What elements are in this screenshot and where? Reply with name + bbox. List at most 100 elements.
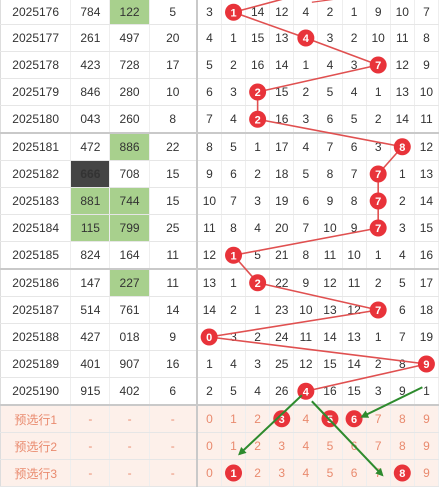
preselect-digit-8[interactable]: 8 [390,404,415,433]
miss-cell-4: 8 [293,241,319,270]
ball-label: 9 [423,359,429,371]
test-number-cell: 227 [109,268,150,297]
miss-cell-6: 4 [342,78,367,106]
ball-label: 2 [255,278,261,290]
ball-label: 8 [399,468,405,480]
miss-cell-8: 7 [390,323,415,351]
prize-cell: 427 [70,323,111,351]
hit-ball: 1 [225,246,243,264]
miss-cell-0: 8 [195,132,222,161]
miss-cell-0: 1 [195,350,222,378]
trend-segment [209,336,427,365]
test-number-cell: 907 [109,350,150,378]
miss-cell-9: 11 [414,105,439,134]
miss-cell-4: 1 [293,51,319,79]
hit-ball: 7 [369,301,387,319]
table-row: 2025181 472 886 22 8 5 1 17 4 7 6 3 12 [0,132,439,161]
preselect-ball: 3 [273,410,291,428]
miss-cell-6: 2 [342,24,367,52]
test-number-cell: 280 [109,78,150,106]
preselect-digit-9[interactable]: 9 [414,432,439,460]
miss-cell-8: 3 [390,214,415,242]
preselect-digit-4[interactable]: 4 [293,459,319,487]
preselect-label: 预选行1 [0,404,72,433]
miss-cell-5: 8 [317,160,343,188]
miss-cell-5: 10 [317,214,343,242]
preselect-digit-0[interactable]: 0 [195,432,222,460]
miss-cell-9: 17 [414,268,439,297]
miss-cell-4: 12 [293,350,319,378]
hit-ball: 7 [369,219,387,237]
miss-cell-5: 3 [317,24,343,52]
trend-segment [209,309,379,338]
sum-cell: 22 [149,132,198,161]
preselect-digit-8[interactable]: 8 [390,432,415,460]
table-row: 2025176 784 122 5 3 14 12 4 2 1 9 10 7 [0,0,439,25]
ball-circle [249,83,267,101]
preselect-digit-9[interactable]: 9 [414,404,439,433]
preselect-digit-1[interactable]: 1 [221,404,247,433]
test-number-cell: 799 [109,214,150,242]
preselect-digit-5[interactable]: 5 [317,432,343,460]
preselect-digit-7[interactable]: 7 [366,432,391,460]
preselect-digit-2[interactable]: 2 [245,459,271,487]
miss-cell-2: 2 [245,323,271,351]
miss-cell-3: 17 [269,132,295,161]
miss-cell-0: 6 [195,78,222,106]
ball-label: 7 [375,60,381,72]
ball-circle [225,246,243,264]
miss-cell-2: 4 [245,214,271,242]
trend-segment [233,11,307,39]
table-row: 2025186 147 227 11 13 1 22 9 12 11 2 5 17 [0,268,439,297]
table-row: 2025188 427 018 9 3 2 24 11 14 13 1 7 19 [0,323,439,351]
preselect-digit-6[interactable]: 6 [342,459,367,487]
miss-cell-5: 16 [317,377,343,406]
preselect-digit-0[interactable]: 0 [195,404,222,433]
miss-cell-9: 18 [414,296,439,324]
trend-segment [233,227,379,257]
miss-cell-4: 5 [293,160,319,188]
ball-circle [369,301,387,319]
miss-cell-0: 13 [195,268,222,297]
issue-cell: 2025187 [0,296,72,324]
prize-cell: 115 [70,214,111,242]
hit-ball: 0 [200,328,218,346]
miss-cell-1: 2 [221,51,247,79]
ball-label: 2 [255,87,261,99]
miss-cell-0: 14 [195,296,222,324]
miss-cell-9: 19 [414,323,439,351]
miss-cell-8: 13 [390,78,415,106]
preselect-digit-4[interactable]: 4 [293,432,319,460]
miss-cell-8: 12 [390,51,415,79]
preselect-digit-7[interactable]: 7 [366,404,391,433]
miss-cell-6: 3 [342,51,367,79]
preselect-ball: 6 [345,410,363,428]
test-number-cell: 497 [109,24,150,52]
miss-cell-3: 15 [269,78,295,106]
sum-cell: 9 [149,323,198,351]
miss-cell-9: 13 [414,160,439,188]
preselect-digit-4[interactable]: 4 [293,404,319,433]
preselect-dash: - [149,432,198,460]
miss-cell-1: 2 [221,296,247,324]
miss-cell-5: 14 [317,323,343,351]
miss-cell-7: 3 [366,132,391,161]
ball-label: 1 [230,250,236,262]
trend-arrow [238,394,303,456]
preselect-digit-5[interactable]: 5 [317,459,343,487]
miss-cell-9: 10 [414,78,439,106]
preselect-digit-3[interactable]: 3 [269,432,295,460]
ball-circle [249,274,267,292]
miss-cell-9: 14 [414,187,439,215]
ball-circle [249,110,267,128]
ball-circle [297,29,315,47]
ball-label: 0 [206,332,212,344]
issue-cell: 2025183 [0,187,72,215]
miss-cell-5: 6 [317,105,343,134]
ball-circle [200,328,218,346]
trend-arrow [360,386,423,418]
preselect-row[interactable]: 预选行3- - -0 2 3 4 5 6 7 9 [0,459,439,487]
miss-cell-7: 3 [366,377,391,406]
ball-circle [369,165,387,183]
miss-cell-5: 2 [317,0,343,25]
